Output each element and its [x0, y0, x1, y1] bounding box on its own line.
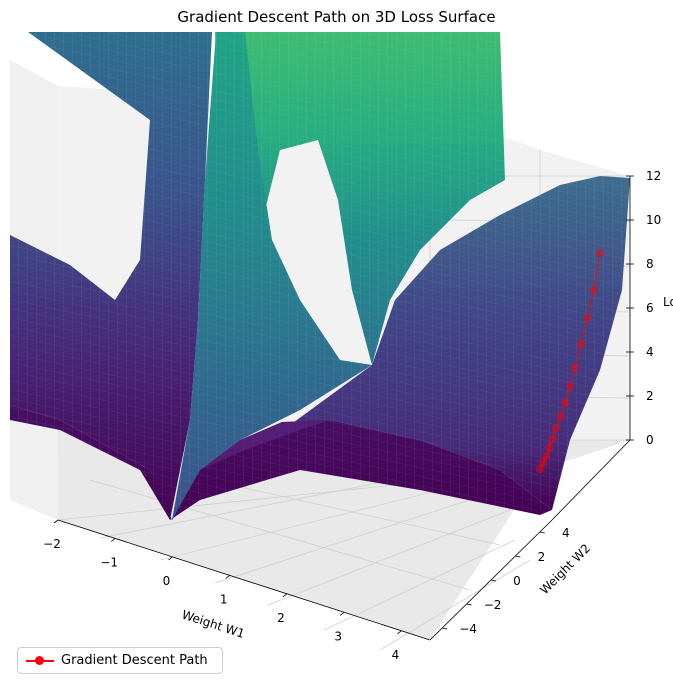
x-tick-mark	[339, 611, 345, 616]
legend-label: Gradient Descent Path	[61, 653, 208, 668]
path-point	[595, 248, 605, 258]
z-tick-label: 10	[646, 213, 661, 227]
loss-surface	[10, 32, 630, 520]
z-tick-label: 2	[646, 389, 654, 403]
z-tick-label: 12	[646, 169, 661, 183]
x-tick-mark	[282, 593, 288, 598]
x-axis-label: Weight W1	[180, 607, 246, 640]
x-tick-mark	[225, 575, 230, 579]
x-tick-mark	[53, 519, 59, 524]
y-tick-label: 2	[538, 550, 546, 564]
x-tick-label: 0	[163, 574, 171, 588]
x-tick-mark	[397, 630, 402, 635]
chart-title: Gradient Descent Path on 3D Loss Surface	[177, 8, 496, 26]
z-tick-label: 6	[646, 301, 654, 315]
z-axis-label: Loss	[663, 295, 673, 309]
x-tick-label: −1	[100, 555, 118, 569]
path-point	[583, 314, 592, 323]
y-tick-mark	[539, 531, 545, 534]
x-tick-label: 1	[220, 592, 228, 606]
path-point	[589, 285, 598, 295]
y-tick-label: −2	[484, 598, 502, 612]
path-point	[545, 443, 554, 452]
x-tick-label: 3	[334, 629, 342, 643]
x-tick-label: 4	[392, 648, 400, 662]
surface-highlight	[200, 420, 330, 470]
y-tick-label: 0	[513, 574, 521, 588]
x-tick-mark	[110, 538, 116, 542]
path-point	[576, 340, 586, 349]
y-tick-mark	[442, 627, 448, 630]
path-point	[538, 458, 548, 467]
path-point	[548, 435, 557, 444]
y-tick-mark	[490, 579, 497, 582]
path-point	[570, 363, 579, 373]
legend: Gradient Descent Path	[17, 647, 223, 674]
z-tick-label: 8	[646, 257, 654, 271]
gradient-descent-path	[535, 248, 605, 474]
path-point	[542, 452, 551, 461]
legend-marker-swatch	[35, 656, 44, 665]
y-tick-mark	[466, 603, 472, 606]
path-point	[551, 424, 560, 433]
y-tick-label: 4	[562, 526, 570, 540]
x-tick-mark	[168, 556, 173, 561]
path-point	[535, 465, 545, 474]
path-point	[561, 398, 570, 407]
x-tick-label: 2	[277, 611, 285, 625]
y-axis-label: Weight W2	[537, 541, 593, 597]
path-line	[539, 252, 601, 470]
path-point	[556, 412, 565, 421]
z-tick-label: 0	[646, 433, 654, 447]
y-tick-mark	[515, 555, 521, 558]
surface-mesh	[10, 32, 630, 520]
z-tick-label: 4	[646, 345, 654, 359]
x-tick-label: −2	[43, 537, 61, 551]
path-point	[565, 382, 575, 391]
y-tick-label: −4	[459, 622, 477, 636]
